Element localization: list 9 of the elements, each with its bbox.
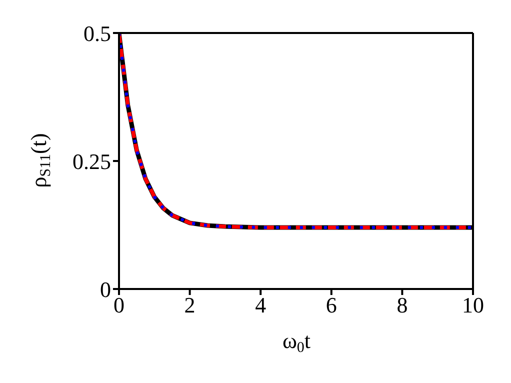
x-tick-label: 4: [255, 292, 266, 318]
y-tick-label: 0.5: [84, 20, 111, 46]
y-tick-label: 0: [100, 276, 111, 302]
x-tick-label: 10: [462, 292, 484, 318]
x-axis-title: ω$_{0}$t: [282, 328, 311, 356]
x-tick-label: 8: [396, 292, 408, 318]
x-tick-label: 6: [326, 292, 337, 318]
x-tick-label: 2: [184, 292, 196, 318]
y-tick-label: 0.25: [72, 148, 111, 174]
